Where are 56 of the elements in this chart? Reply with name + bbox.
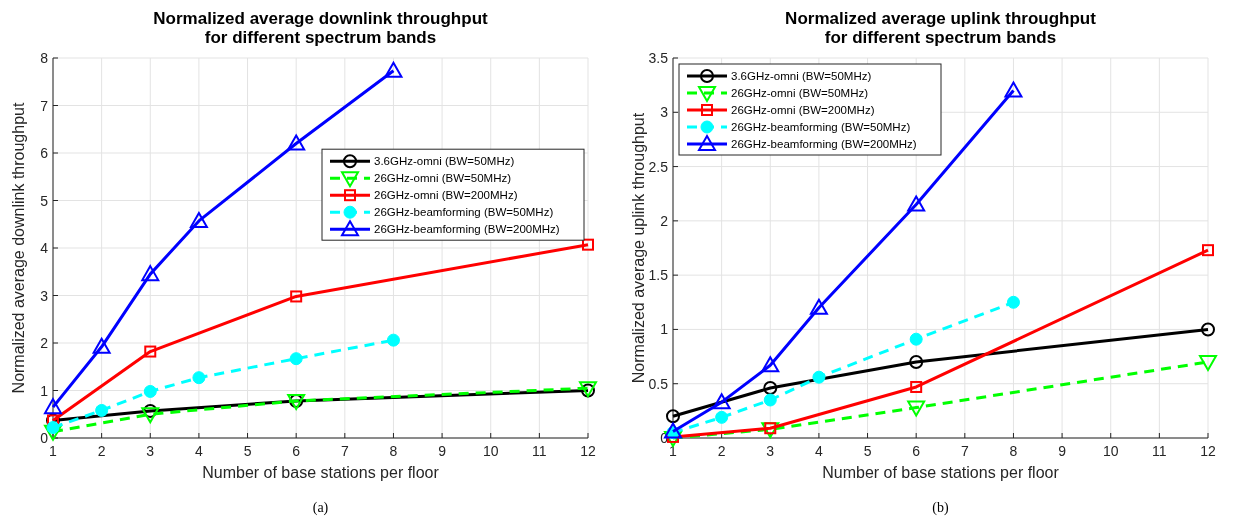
y-tick-label: 0	[40, 430, 49, 446]
x-tick-label: 11	[532, 443, 547, 459]
x-tick-label: 7	[340, 443, 349, 459]
y-tick-label: 3.5	[648, 50, 669, 66]
legend-label: 26GHz-beamforming (BW=200MHz)	[374, 223, 560, 236]
y-tick-label: 4	[40, 240, 49, 256]
y-tick-label: 7	[40, 97, 49, 114]
y-tick-label: 0.5	[648, 375, 669, 392]
y-axis-title: Normalized average uplink throughput	[630, 112, 647, 384]
x-tick-label: 5	[243, 443, 252, 459]
x-tick-label: 9	[438, 443, 447, 459]
x-tick-label: 7	[960, 443, 969, 459]
legend-label: 26GHz-omni (BW=200MHz)	[374, 189, 518, 202]
y-tick-label: 1	[660, 321, 669, 338]
x-tick-label: 2	[717, 443, 726, 459]
x-tick-label: 12	[1200, 443, 1216, 459]
legend-label: 26GHz-beamforming (BW=200MHz)	[731, 138, 917, 150]
x-axis-title: Number of base stations per floor	[822, 464, 1060, 481]
chart-title: Normalized average uplink throughput for different spectrum bands	[785, 9, 1097, 47]
x-tick-label: 2	[97, 443, 106, 459]
y-tick-label: 6	[40, 145, 49, 161]
x-tick-label: 8	[389, 443, 398, 459]
x-tick-label: 4	[815, 443, 824, 459]
legend-label: 26GHz-beamforming (BW=50MHz)	[374, 206, 554, 219]
y-tick-label: 1	[40, 382, 49, 399]
x-tick-label: 8	[1009, 443, 1018, 459]
y-tick-label: 3	[660, 104, 669, 121]
legend-label: 26GHz-omni (BW=50MHz)	[374, 172, 512, 185]
legend-label: 3.6GHz-omni (BW=50MHz)	[374, 155, 515, 168]
x-tick-label: 10	[482, 443, 499, 459]
x-tick-label: 5	[863, 443, 872, 459]
y-axis-title: Normalized average downlink throughput	[10, 102, 27, 394]
x-tick-label: 6	[292, 443, 301, 459]
x-tick-label: 3	[766, 443, 775, 459]
y-tick-label: 2.5	[648, 158, 669, 175]
legend-label: 26GHz-omni (BW=50MHz)	[731, 87, 869, 99]
y-tick-label: 1.5	[648, 267, 669, 284]
legend-label: 26GHz-omni (BW=200MHz)	[731, 104, 875, 116]
x-tick-label: 11	[1152, 443, 1167, 459]
legend-label: 26GHz-beamforming (BW=50MHz)	[731, 121, 911, 133]
x-tick-label: 4	[195, 443, 204, 459]
x-tick-label: 12	[580, 443, 596, 459]
y-tick-label: 8	[40, 50, 49, 66]
text: (b)	[932, 500, 949, 516]
y-tick-label: 5	[40, 192, 49, 209]
y-tick-label: 2	[40, 335, 49, 351]
y-tick-label: 3	[40, 287, 49, 304]
y-tick-label: 2	[660, 212, 669, 229]
x-axis-title: Number of base stations per floor	[202, 464, 440, 481]
x-tick-label: 6	[912, 443, 921, 459]
legend-label: 3.6GHz-omni (BW=50MHz)	[731, 70, 872, 82]
x-tick-label: 10	[1102, 443, 1119, 459]
x-tick-label: 9	[1058, 443, 1067, 459]
x-tick-label: 3	[146, 443, 155, 459]
text: (a)	[312, 500, 329, 516]
chart-title: Normalized average downlink throughput for different spectrum bands	[153, 9, 489, 47]
